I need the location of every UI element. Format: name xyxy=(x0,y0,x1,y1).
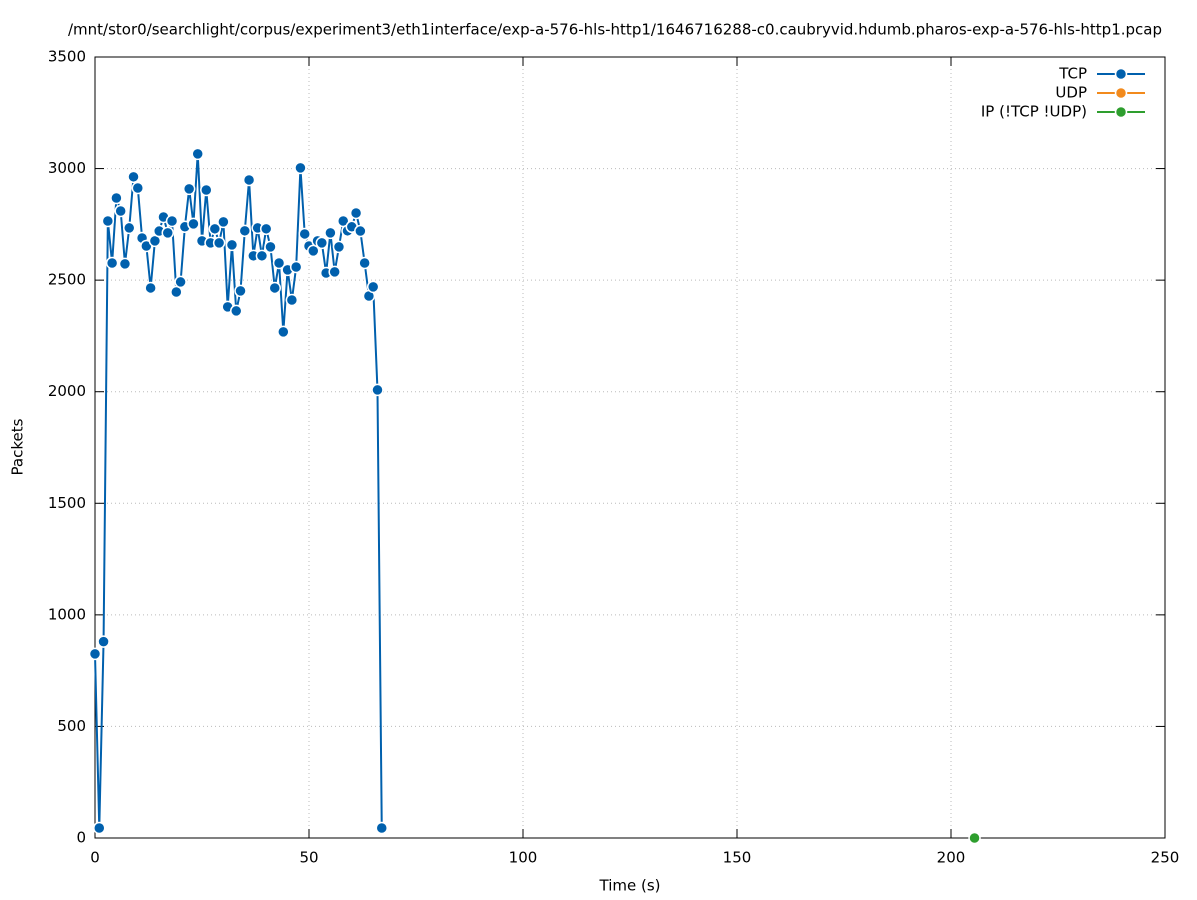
data-point xyxy=(349,206,363,220)
y-axis-label: Packets xyxy=(9,418,27,475)
data-point xyxy=(118,257,132,271)
y-tick-label: 3500 xyxy=(48,48,86,66)
data-point xyxy=(328,265,341,279)
data-point xyxy=(165,214,179,228)
data-point xyxy=(200,183,213,197)
plot-border xyxy=(94,56,1166,839)
data-point xyxy=(212,236,226,250)
data-point xyxy=(122,221,136,235)
legend-marker xyxy=(1114,67,1128,81)
data-point xyxy=(208,222,222,236)
x-tick-label: 50 xyxy=(299,849,318,867)
chart-title: /mnt/stor0/searchlight/corpus/experiment… xyxy=(68,21,1162,39)
data-point xyxy=(277,325,290,339)
data-point xyxy=(366,280,380,294)
data-point xyxy=(315,236,329,250)
data-point xyxy=(968,831,981,845)
y-tick-label: 2500 xyxy=(48,271,86,289)
y-tick-label: 2000 xyxy=(48,382,86,400)
data-point xyxy=(285,293,299,307)
y-tick-label: 1500 xyxy=(48,494,86,512)
legend-label: UDP xyxy=(1055,84,1087,102)
data-point xyxy=(234,284,247,298)
legend-marker xyxy=(1114,86,1128,100)
y-tick-label: 1000 xyxy=(48,605,86,623)
data-point xyxy=(174,275,187,289)
data-point xyxy=(127,170,140,184)
data-point xyxy=(105,256,119,270)
x-tick-label: 100 xyxy=(509,849,538,867)
data-point xyxy=(358,256,371,270)
x-tick-label: 250 xyxy=(1151,849,1180,867)
legend-marker xyxy=(1114,105,1128,119)
data-point xyxy=(268,281,282,295)
data-point xyxy=(191,147,204,161)
data-point xyxy=(294,161,307,175)
data-point xyxy=(161,226,175,240)
data-point xyxy=(110,191,123,205)
data-point xyxy=(371,383,384,397)
data-point xyxy=(93,821,106,835)
x-tick-label: 200 xyxy=(937,849,966,867)
data-point xyxy=(238,224,252,238)
data-point xyxy=(97,635,110,648)
data-point xyxy=(131,181,145,195)
y-tick-label: 0 xyxy=(76,829,86,847)
data-point xyxy=(217,215,230,229)
data-point xyxy=(272,256,286,270)
data-point xyxy=(289,260,303,274)
data-point xyxy=(332,240,346,254)
data-point xyxy=(324,226,337,240)
data-point xyxy=(187,217,200,231)
x-tick-label: 0 xyxy=(90,849,100,867)
data-point xyxy=(375,821,389,835)
data-point xyxy=(259,222,273,236)
y-tick-label: 500 xyxy=(57,717,86,735)
x-axis-label: Time (s) xyxy=(599,877,661,895)
data-point xyxy=(144,281,157,295)
data-point xyxy=(225,238,239,252)
data-point xyxy=(229,304,243,318)
data-point xyxy=(298,227,311,241)
data-point xyxy=(182,182,196,196)
legend-label: IP (!TCP !UDP) xyxy=(981,103,1087,121)
data-point xyxy=(264,240,277,254)
data-point xyxy=(255,249,269,263)
legend-label: TCP xyxy=(1058,65,1087,83)
data-point xyxy=(101,214,115,228)
data-point xyxy=(88,647,102,661)
data-point xyxy=(242,173,256,187)
y-tick-label: 3000 xyxy=(48,159,86,177)
data-point xyxy=(114,204,127,218)
x-tick-label: 150 xyxy=(723,849,752,867)
data-point xyxy=(354,224,367,238)
